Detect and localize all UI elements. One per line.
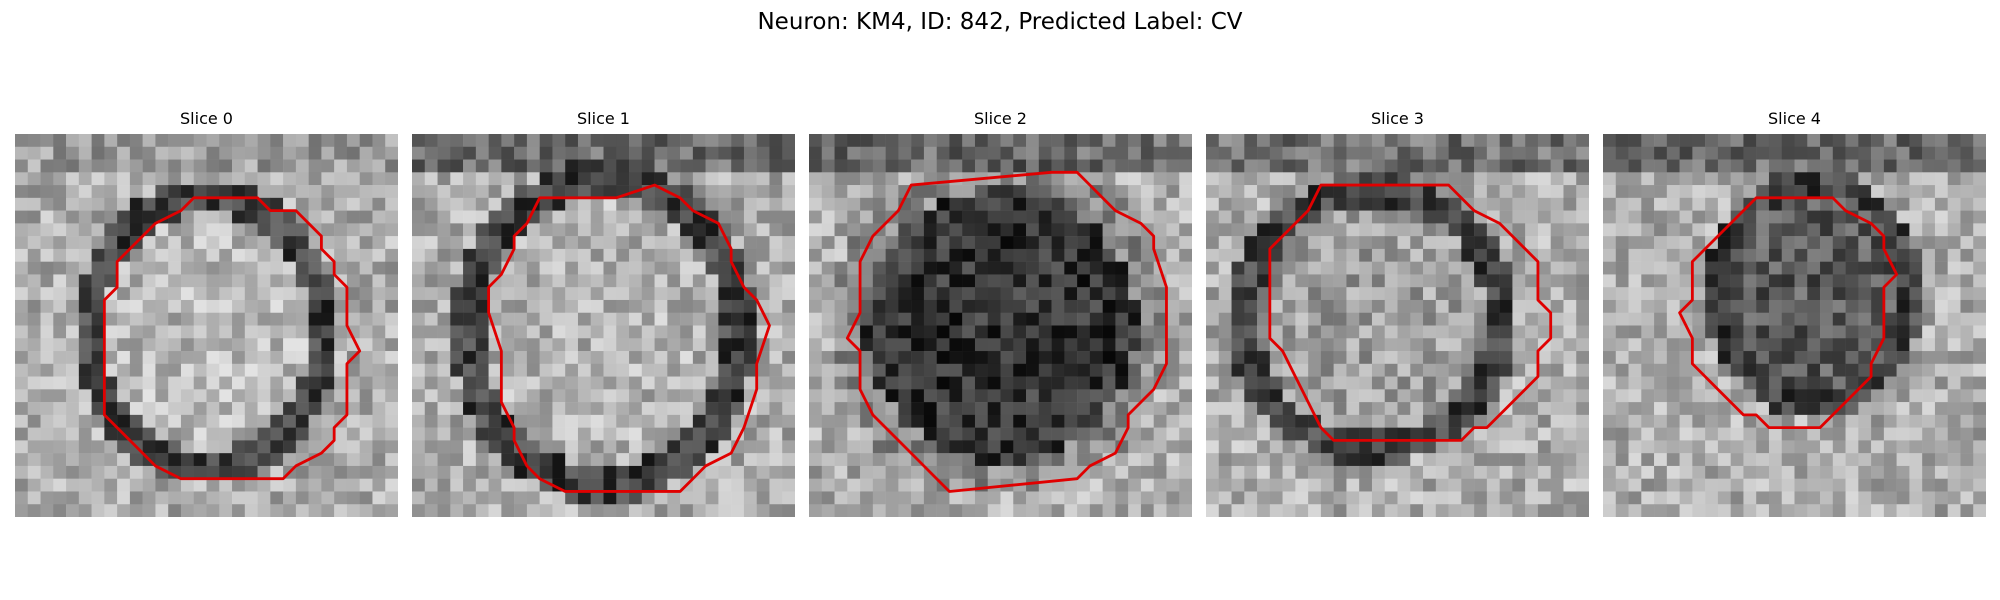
cell-contour-3 — [1268, 183, 1553, 442]
slice-title: Slice 4 — [1768, 109, 1821, 128]
slice-image-2 — [809, 134, 1192, 517]
cell-contour-4 — [1678, 196, 1899, 430]
figure-title: Neuron: KM4, ID: 842, Predicted Label: C… — [757, 9, 1243, 35]
cell-contour-0 — [102, 196, 362, 481]
slice-image-1 — [412, 134, 795, 517]
cell-contour-1 — [487, 183, 771, 493]
slice-image-4 — [1603, 134, 1986, 517]
slice-title: Slice 3 — [1371, 109, 1424, 128]
slice-image-0 — [15, 134, 398, 517]
slice-panel-3: Slice 3 — [1206, 108, 1589, 517]
slice-panel-1: Slice 1 — [412, 108, 795, 517]
slice-image-3 — [1206, 134, 1589, 517]
slice-title: Slice 2 — [974, 109, 1027, 128]
cell-contour-2 — [845, 170, 1168, 493]
slice-panel-0: Slice 0 — [15, 108, 398, 517]
slice-title: Slice 1 — [577, 109, 630, 128]
slice-panel-4: Slice 4 — [1603, 108, 1986, 517]
slice-panel-2: Slice 2 — [809, 108, 1192, 517]
slice-title: Slice 0 — [180, 109, 233, 128]
